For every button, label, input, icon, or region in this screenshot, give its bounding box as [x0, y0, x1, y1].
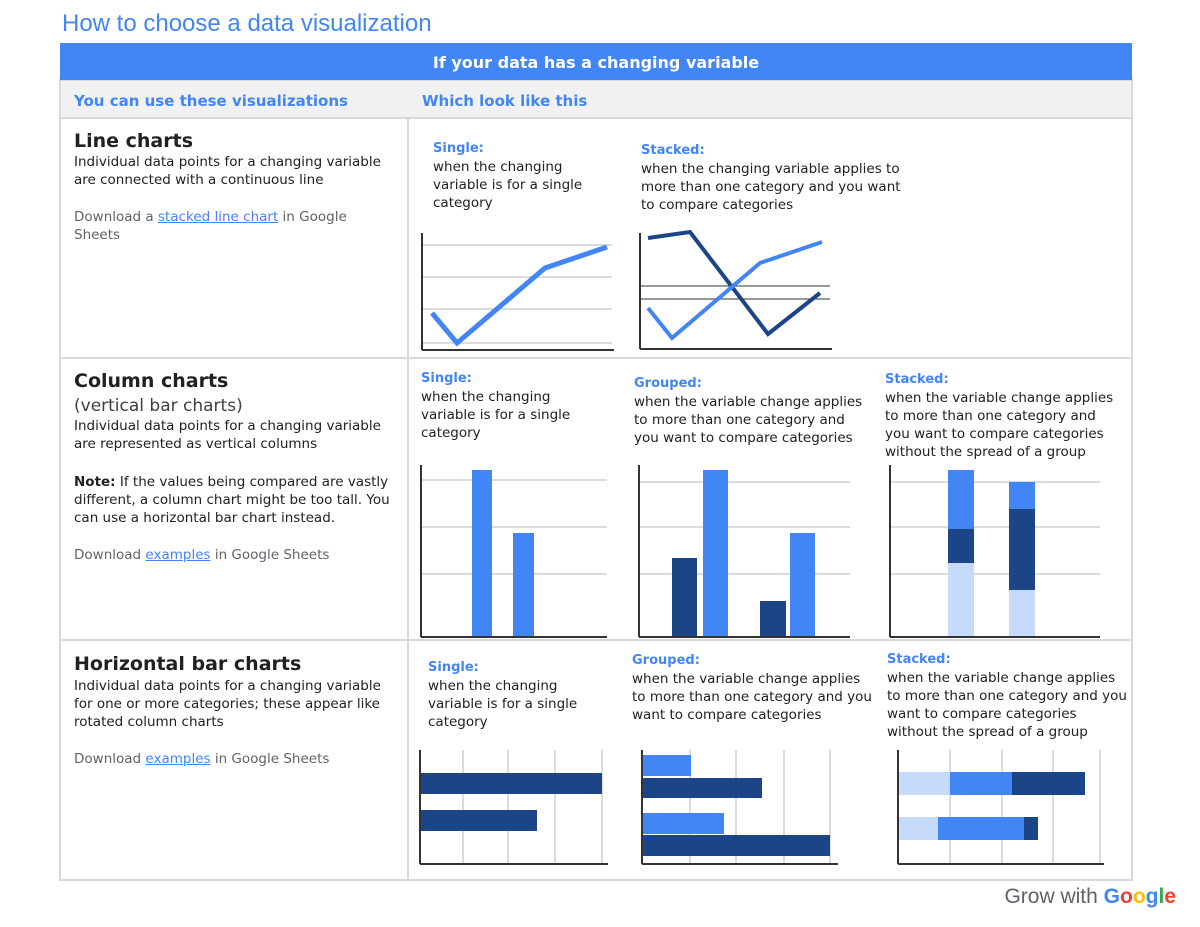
brand-letter: G: [1103, 885, 1120, 908]
example-text: when the variable change applies to more…: [887, 670, 1127, 740]
download: Download examples in Google Sheets: [74, 750, 374, 768]
example-label: Single:: [428, 660, 479, 675]
banner: If your data has a changing variable: [60, 43, 1132, 80]
text: in Google Sheets: [74, 209, 347, 243]
text: in Google Sheets: [210, 547, 330, 563]
example: Grouped: when the variable change applies…: [634, 375, 869, 447]
footer: Grow with Google: [1004, 885, 1176, 909]
example: Stacked: when the variable change applies…: [887, 651, 1129, 741]
example-label: Single:: [433, 141, 484, 156]
note: Note: If the values being compared are v…: [74, 473, 394, 527]
example-text: when the changing variable is for a sing…: [433, 159, 583, 211]
text: Download: [74, 751, 146, 767]
title: How to choose a data visualization: [62, 10, 432, 37]
subheading: (vertical bar charts): [74, 396, 243, 416]
footer-text: Grow with: [1004, 885, 1098, 908]
example-text: when the variable change applies to more…: [632, 671, 872, 723]
description: Individual data points for a changing va…: [74, 678, 381, 730]
example-label: Single:: [421, 371, 472, 386]
example-text: when the changing variable applies to mo…: [641, 161, 901, 213]
example: Stacked: when the variable change applies…: [885, 371, 1120, 461]
note-text: If the values being compared are vastly …: [74, 474, 390, 526]
link[interactable]: examples: [145, 751, 211, 767]
example-text: when the changing variable is for a sing…: [428, 678, 578, 730]
column-header: Which look like this: [422, 92, 588, 110]
example: Single: when the changing variable is for…: [433, 140, 593, 212]
example: Stacked: when the changing variable appli…: [641, 142, 911, 214]
example-text: when the variable change applies to more…: [885, 390, 1114, 460]
example-label: Grouped:: [634, 376, 702, 391]
brand: Google: [1104, 885, 1176, 908]
example-label: Stacked:: [641, 143, 705, 158]
text: in Google Sheets: [210, 751, 330, 767]
heading: Horizontal bar charts: [74, 653, 302, 675]
download: Download examples in Google Sheets: [74, 546, 374, 564]
text: Download a: [74, 209, 158, 225]
note-label: Note:: [74, 474, 116, 490]
brand-letter: l: [1158, 885, 1165, 908]
example-text: when the changing variable is for a sing…: [421, 389, 571, 441]
brand-letter: g: [1145, 885, 1159, 908]
example-label: Grouped:: [632, 653, 700, 668]
example-label: Stacked:: [887, 652, 951, 667]
link[interactable]: examples: [145, 547, 211, 563]
example: Grouped: when the variable change applies…: [632, 652, 872, 724]
column-header: You can use these visualizations: [74, 92, 348, 110]
description: Individual data points for a changing va…: [74, 154, 381, 188]
example-label: Stacked:: [885, 372, 949, 387]
heading: Column charts: [74, 370, 229, 392]
example-text: when the variable change applies to more…: [634, 394, 863, 446]
download: Download a stacked line chart in Google …: [74, 208, 374, 244]
brand-letter: o: [1132, 885, 1146, 908]
example: Single: when the changing variable is for…: [428, 659, 588, 731]
brand-letter: o: [1119, 885, 1133, 908]
description: Individual data points for a changing va…: [74, 418, 381, 452]
brand-letter: e: [1164, 885, 1176, 908]
link[interactable]: stacked line chart: [157, 209, 279, 225]
text: Download: [74, 547, 146, 563]
heading: Line charts: [74, 130, 194, 152]
example: Single: when the changing variable is for…: [421, 370, 581, 442]
